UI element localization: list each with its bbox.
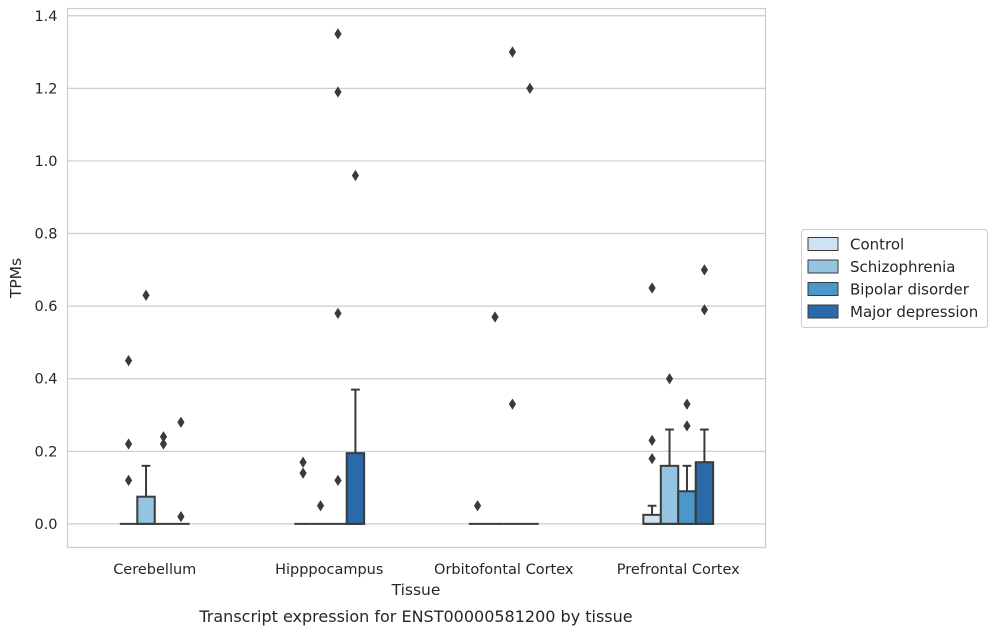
outlier-point (665, 373, 674, 385)
boxes (119, 388, 715, 525)
box-body (345, 452, 366, 525)
legend-swatch (807, 304, 839, 319)
x-tick-label: Cerebellum (113, 562, 196, 578)
outlier-point (334, 86, 342, 98)
legend-label: Major depression (850, 303, 978, 321)
outlier-point (177, 416, 185, 428)
gridlines (67, 15, 766, 525)
outlier-point (334, 307, 342, 320)
box-3-3 (694, 428, 715, 525)
box-0-1 (136, 464, 156, 525)
x-axis-title: Tissue (391, 581, 441, 599)
x-axis-ticks: Cerebellum Hipppocampus Orbitofontal Corte… (113, 562, 740, 578)
legend-swatch (807, 282, 839, 296)
outlier-point (159, 431, 168, 443)
legend-label: Bipolar disorder (850, 281, 970, 299)
y-axis-title: TPMs (7, 258, 25, 299)
outlier-point (299, 467, 307, 479)
outlier-point (124, 438, 133, 450)
legend-label: Control (850, 236, 904, 254)
box-body (659, 464, 680, 525)
outlier-point (177, 511, 185, 523)
box-3-1 (659, 428, 680, 525)
box-3-2 (677, 464, 697, 525)
y-tick-label: 0.8 (34, 227, 57, 243)
legend: Control Schizophrenia Bipolar disorder Majo… (801, 229, 988, 328)
y-tick-label: 1.2 (34, 81, 57, 97)
outlier-point (648, 282, 656, 294)
y-tick-label: 1.0 (34, 154, 57, 170)
x-tick-label: Orbitofontal Cortex (434, 562, 574, 578)
outlier-point (142, 289, 150, 301)
x-tick-label: Hipppocampus (275, 562, 383, 578)
outlier-point (351, 169, 360, 182)
x-tick-label: Prefrontal Cortex (617, 562, 740, 578)
outlier-point (508, 398, 517, 410)
y-axis-ticks: 0.0 0.2 0.4 0.6 0.8 1.0 1.2 1.4 (34, 9, 57, 533)
outlier-point (124, 474, 133, 486)
box-body (136, 495, 156, 525)
outliers (124, 28, 709, 523)
outlier-point (508, 46, 517, 58)
outlier-point (683, 398, 691, 410)
outlier-point (526, 82, 534, 94)
y-tick-label: 0.6 (34, 299, 57, 315)
box-body (694, 461, 715, 525)
outlier-point (700, 304, 709, 316)
y-tick-label: 0.2 (34, 444, 57, 460)
y-tick-label: 1.4 (34, 9, 57, 25)
outlier-point (648, 452, 656, 465)
y-tick-label: 0.4 (34, 372, 57, 388)
legend-swatch (807, 259, 839, 274)
outlier-point (334, 28, 342, 40)
outlier-point (299, 456, 307, 468)
box-1-3 (345, 388, 366, 525)
box-3-0 (642, 504, 662, 525)
outlier-point (473, 500, 482, 512)
outlier-point (648, 434, 656, 447)
outlier-point (700, 264, 709, 276)
outlier-point (316, 500, 325, 512)
plot-area (66, 7, 767, 549)
outlier-point (124, 354, 133, 367)
y-tick-label: 0.0 (34, 517, 57, 533)
outlier-point (683, 420, 691, 432)
legend-label: Schizophrenia (850, 258, 955, 276)
outlier-point (334, 474, 342, 486)
outlier-point (491, 311, 499, 323)
outlier-point (159, 438, 168, 450)
chart-caption: Transcript expression for ENST0000058120… (198, 607, 632, 626)
box-body (642, 513, 662, 525)
box-body (677, 490, 697, 525)
legend-swatch (807, 237, 839, 251)
legend-frame (801, 229, 988, 328)
